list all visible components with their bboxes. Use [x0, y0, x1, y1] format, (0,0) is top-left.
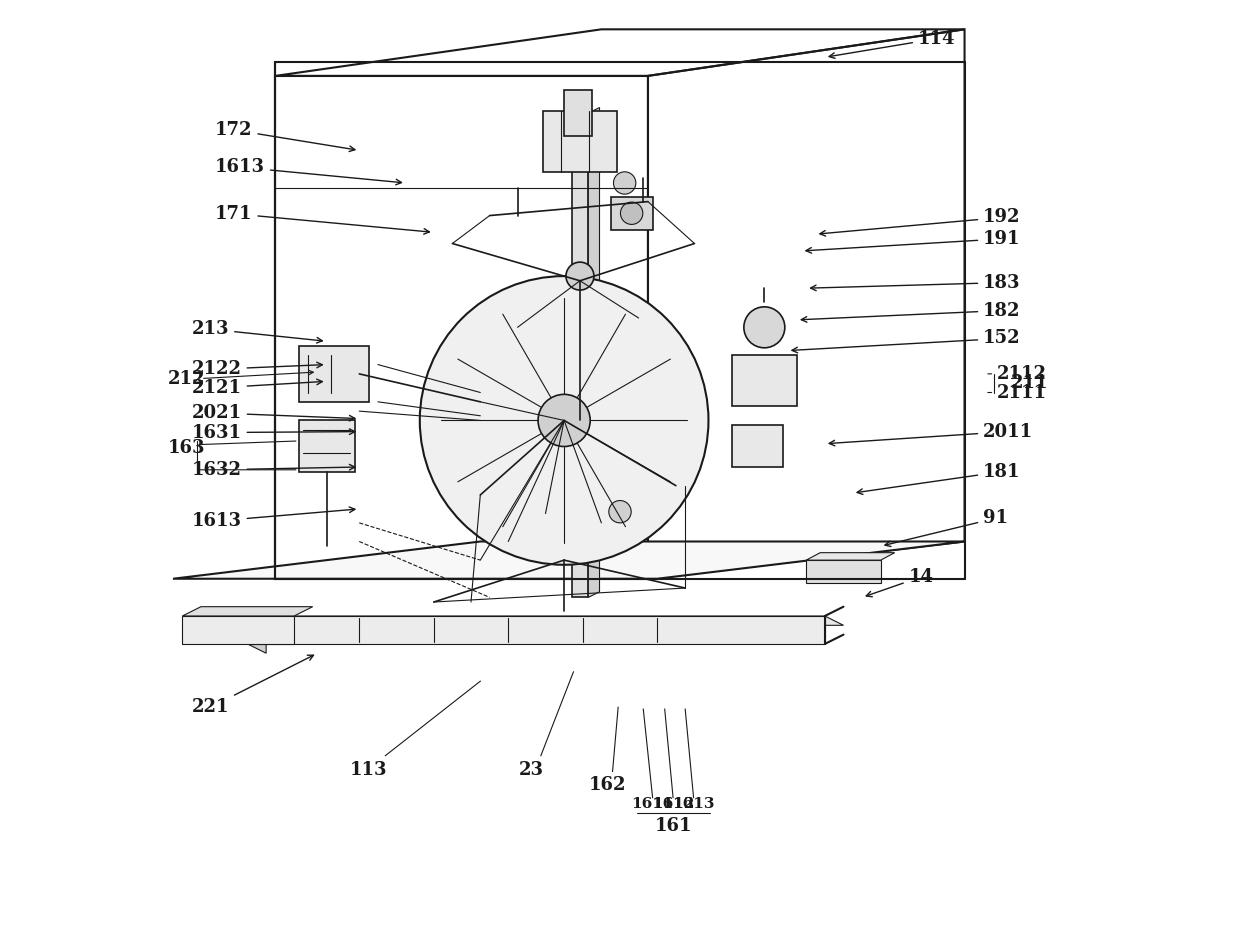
- Text: 163: 163: [167, 439, 205, 458]
- Text: 221: 221: [192, 655, 314, 716]
- Polygon shape: [564, 90, 591, 136]
- Text: 2121: 2121: [192, 379, 322, 397]
- Text: 192: 192: [820, 208, 1021, 236]
- Polygon shape: [248, 616, 843, 625]
- Polygon shape: [248, 616, 267, 653]
- Text: 91: 91: [885, 509, 1008, 546]
- Bar: [732, 425, 782, 467]
- Text: 213: 213: [192, 320, 322, 343]
- Text: 162: 162: [589, 776, 626, 795]
- Text: 1632: 1632: [192, 460, 355, 479]
- Text: 152: 152: [792, 330, 1021, 353]
- Circle shape: [565, 262, 594, 290]
- Circle shape: [620, 202, 642, 224]
- Polygon shape: [248, 616, 825, 644]
- Circle shape: [538, 394, 590, 446]
- Text: 183: 183: [811, 274, 1021, 291]
- Text: 171: 171: [215, 205, 429, 234]
- Text: 1611: 1611: [631, 797, 673, 811]
- Text: 1613: 1613: [192, 507, 355, 530]
- Text: 2122: 2122: [192, 361, 322, 378]
- Text: 211: 211: [1011, 375, 1049, 392]
- Text: 172: 172: [215, 120, 355, 151]
- Text: 1613: 1613: [215, 158, 402, 185]
- Text: 1612: 1612: [652, 797, 694, 811]
- Bar: [299, 346, 368, 402]
- Text: 212: 212: [167, 370, 205, 388]
- Text: 23: 23: [520, 760, 544, 779]
- Bar: [806, 560, 880, 584]
- Text: 182: 182: [801, 302, 1021, 322]
- Bar: [732, 355, 797, 406]
- Text: 2021: 2021: [192, 404, 355, 422]
- Text: 1631: 1631: [192, 423, 355, 442]
- Polygon shape: [182, 616, 294, 644]
- Text: 114: 114: [830, 30, 956, 59]
- Polygon shape: [182, 607, 312, 616]
- Circle shape: [420, 276, 708, 565]
- Bar: [543, 111, 618, 172]
- Text: 1613: 1613: [672, 797, 714, 811]
- Bar: [572, 113, 588, 598]
- Text: 2011: 2011: [830, 422, 1033, 446]
- Text: 113: 113: [350, 760, 387, 779]
- Polygon shape: [806, 553, 895, 560]
- Text: 191: 191: [806, 230, 1021, 253]
- Polygon shape: [588, 107, 599, 598]
- Circle shape: [614, 172, 636, 194]
- Polygon shape: [174, 542, 965, 579]
- Text: 181: 181: [857, 462, 1021, 494]
- Bar: [610, 197, 652, 230]
- Circle shape: [744, 307, 785, 347]
- Text: 2111: 2111: [997, 384, 1047, 402]
- Text: 2112: 2112: [997, 365, 1047, 383]
- Text: 161: 161: [655, 816, 692, 834]
- Circle shape: [609, 501, 631, 523]
- Bar: [299, 420, 355, 472]
- Text: 14: 14: [867, 568, 934, 597]
